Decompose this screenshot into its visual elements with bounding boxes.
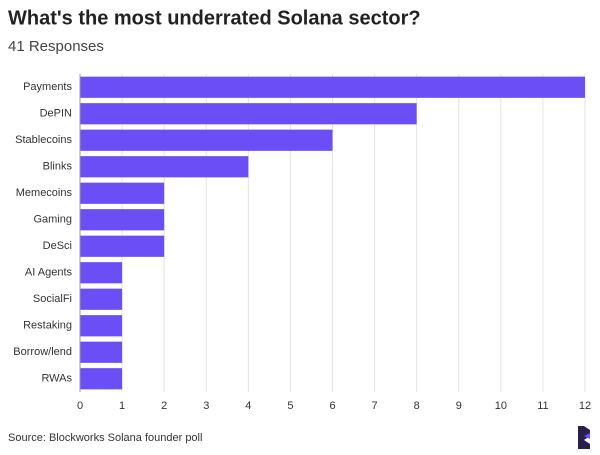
x-tick-label: 2 [161, 400, 167, 412]
x-tick-label: 10 [495, 400, 507, 412]
y-tick-label: Payments [23, 81, 72, 93]
chart-title: What's the most underrated Solana sector… [8, 7, 421, 29]
x-tick-label: 1 [119, 400, 125, 412]
x-tick-label: 4 [245, 400, 251, 412]
x-tick-label: 3 [203, 400, 209, 412]
chart-subtitle: 41 Responses [8, 38, 104, 55]
y-tick-label: DeSci [43, 240, 72, 252]
bar [80, 209, 165, 231]
y-tick-label: SocialFi [33, 293, 72, 305]
bar [80, 288, 123, 310]
y-tick-label: Borrow/lend [13, 346, 72, 358]
bar [80, 262, 123, 284]
x-tick-label: 12 [579, 400, 591, 412]
y-tick-label: Stablecoins [15, 134, 72, 146]
x-tick-label: 0 [77, 400, 83, 412]
x-tick-label: 8 [414, 400, 420, 412]
brand-logo [578, 426, 590, 449]
bar [80, 129, 333, 151]
x-tick-label: 9 [456, 400, 462, 412]
x-tick-label: 6 [329, 400, 335, 412]
y-tick-label: Blinks [43, 161, 73, 173]
bar [80, 315, 123, 337]
y-tick-label: RWAs [41, 373, 72, 385]
y-tick-label: DePIN [40, 108, 72, 120]
bar [80, 235, 165, 257]
y-tick-label: Gaming [33, 214, 72, 226]
bar [80, 341, 123, 363]
x-tick-label: 11 [537, 400, 548, 412]
bar [80, 76, 585, 98]
bar [80, 182, 165, 204]
x-tick-label: 5 [287, 400, 293, 412]
x-tick-label: 7 [372, 400, 378, 412]
bar [80, 103, 417, 125]
y-tick-label: Restaking [23, 320, 72, 332]
y-tick-label: Memecoins [16, 187, 73, 199]
bar [80, 156, 249, 178]
bar [80, 368, 123, 390]
source-note: Source: Blockworks Solana founder poll [8, 432, 202, 444]
y-tick-label: AI Agents [25, 267, 73, 279]
